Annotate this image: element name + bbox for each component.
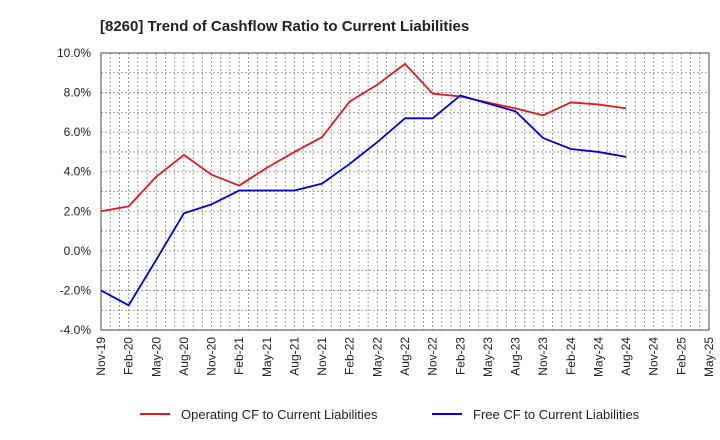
- plot-border: [100, 52, 710, 331]
- x-tick-label: Feb-23: [453, 337, 467, 375]
- x-tick-label: May-24: [591, 337, 605, 377]
- y-tick-label: -4.0%: [60, 323, 92, 337]
- axis-layer: -4.0% -2.0% 0.0% 2.0% 4.0% 6.0% 8.0% 10.0% Nov-1…: [57, 46, 716, 377]
- x-tick-label: May-21: [260, 337, 274, 377]
- x-tick-label: Nov-22: [426, 337, 440, 376]
- y-tick-label: -2.0%: [60, 283, 92, 297]
- x-tick-label: Nov-23: [536, 337, 550, 376]
- grid-layer: [100, 52, 710, 331]
- x-tick-label: Aug-24: [619, 337, 633, 376]
- series-line-free-cf: [100, 94, 627, 307]
- y-tick-label: 6.0%: [64, 125, 92, 139]
- x-tick-label: May-25: [702, 337, 716, 377]
- x-tick-label: Aug-22: [398, 337, 412, 376]
- x-tick-label: Aug-23: [509, 337, 523, 376]
- y-tick-label: 2.0%: [64, 204, 92, 218]
- legend-label: Free CF to Current Liabilities: [473, 407, 640, 422]
- x-tick-label: Feb-25: [674, 337, 688, 375]
- x-tick-label: May-23: [481, 337, 495, 377]
- x-tick-label: Feb-20: [122, 337, 136, 375]
- y-tick-label: 4.0%: [64, 165, 92, 179]
- x-tick-label: Aug-21: [287, 337, 301, 376]
- series-line-operating-cf: [100, 62, 627, 213]
- x-tick-label: Feb-24: [564, 337, 578, 375]
- y-tick-label: 10.0%: [57, 46, 91, 60]
- x-tick-label: Nov-19: [94, 337, 108, 376]
- x-tick-label: Nov-24: [647, 337, 661, 376]
- x-tick-label: May-20: [149, 337, 163, 377]
- x-tick-label: Nov-20: [205, 337, 219, 376]
- x-tick-label: May-22: [370, 337, 384, 377]
- x-tick-label: Feb-22: [343, 337, 357, 375]
- x-tick-label: Feb-21: [232, 337, 246, 375]
- series-layer: [100, 62, 627, 307]
- legend-label: Operating CF to Current Liabilities: [181, 407, 378, 422]
- y-tick-label: 0.0%: [64, 244, 92, 258]
- x-tick-label: Aug-20: [177, 337, 191, 376]
- chart-title: [8260] Trend of Cashflow Ratio to Curren…: [100, 18, 469, 35]
- x-tick-label: Nov-21: [315, 337, 329, 376]
- legend: Operating CF to Current Liabilities Free …: [140, 407, 640, 422]
- y-tick-label: 8.0%: [64, 86, 92, 100]
